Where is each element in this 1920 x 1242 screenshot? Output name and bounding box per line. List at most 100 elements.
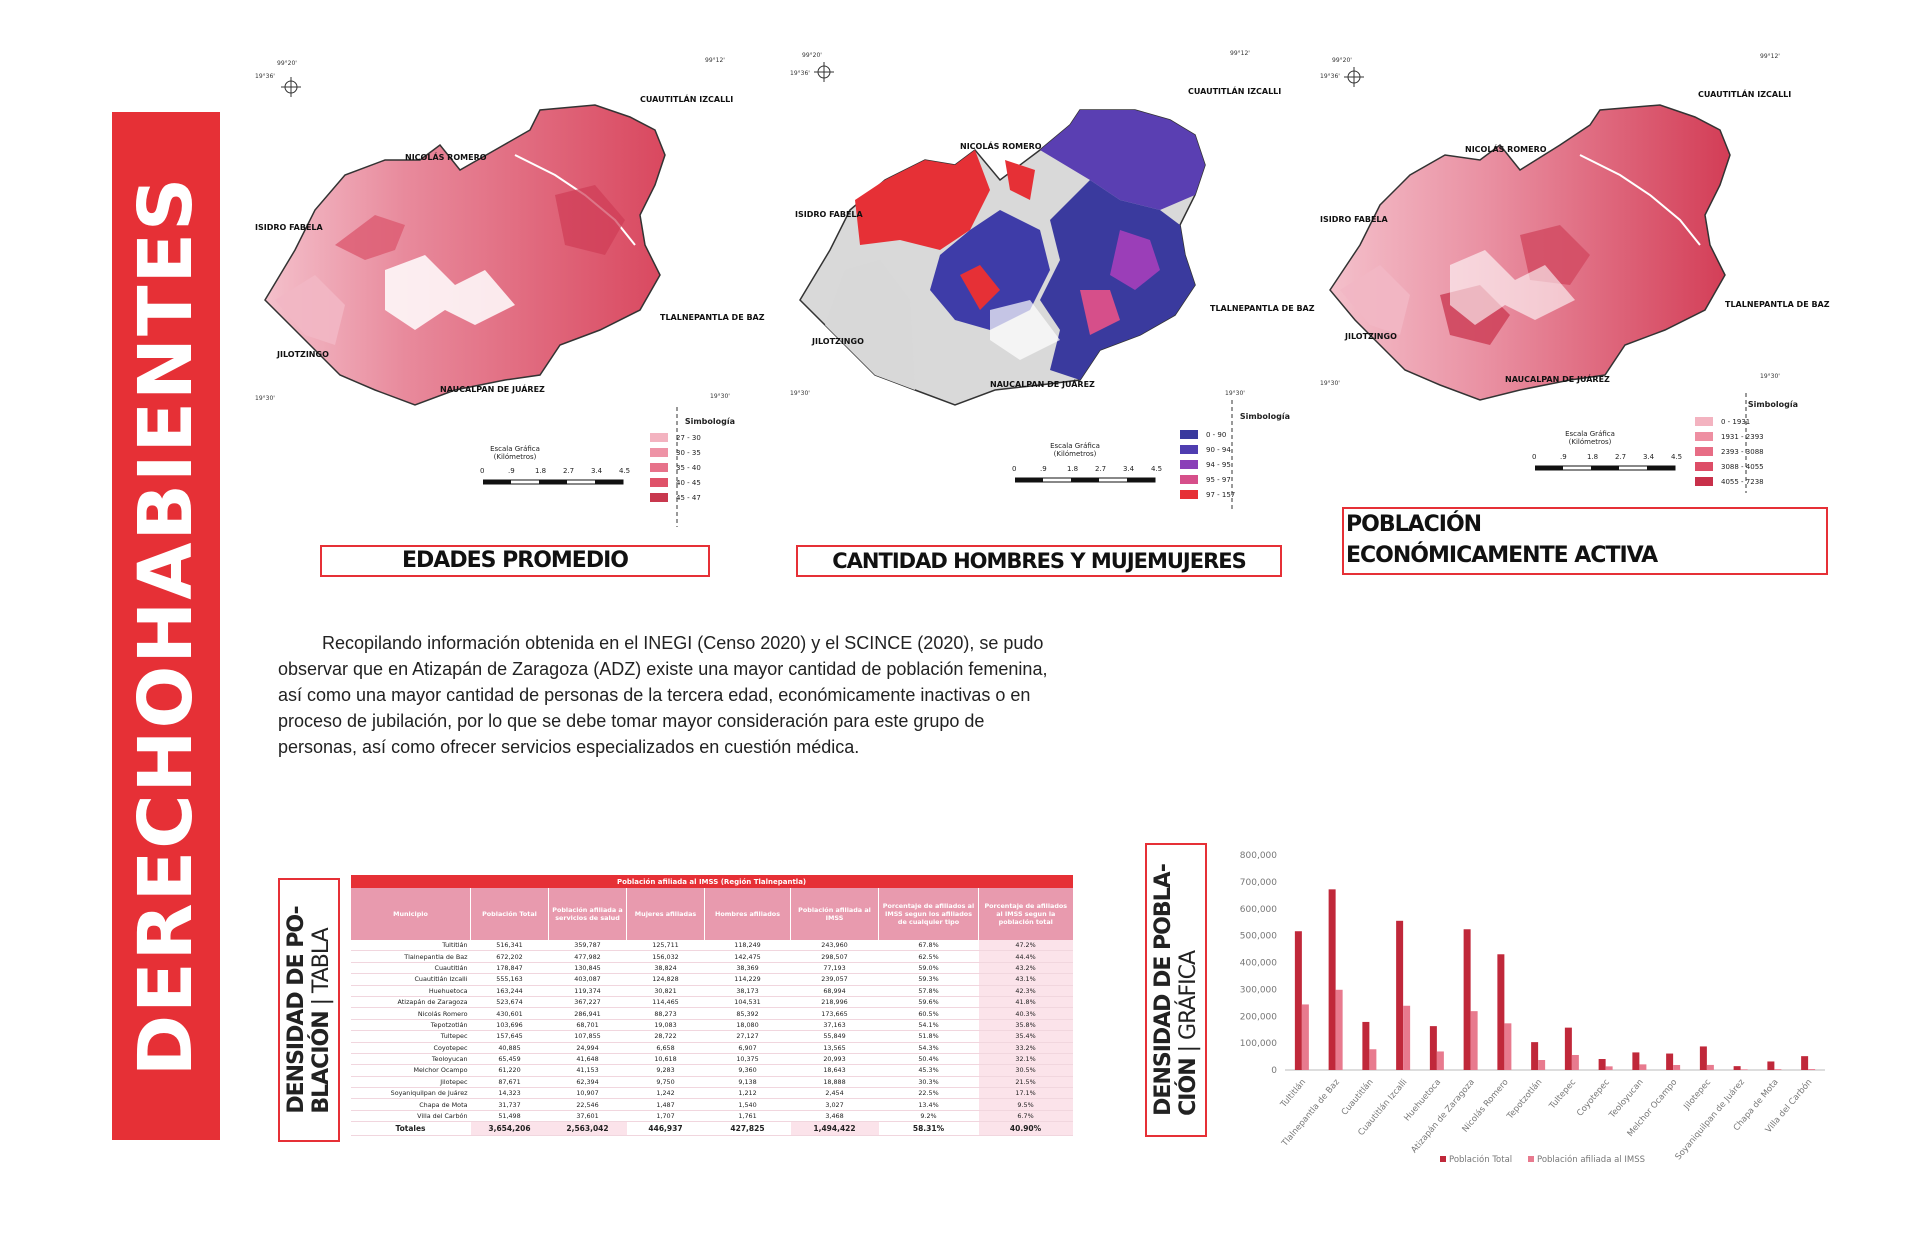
- map-title-line2: ECONÓMICAMENTE ACTIVA: [1346, 543, 1658, 568]
- table-cell: 38,824: [626, 962, 705, 975]
- table-cell: Melchor Ocampo: [350, 1064, 471, 1077]
- legend-swatch: [650, 493, 668, 502]
- table-cell: 35.8%: [978, 1019, 1073, 1032]
- table-cell: Chapa de Mota: [350, 1098, 471, 1111]
- bar-poblacion-total: [1328, 889, 1336, 1070]
- legend-divider: [676, 407, 678, 527]
- table-cell: Tlalnepantla de Baz: [350, 950, 471, 963]
- map-panel-edades: CUAUTITLÁN IZCALLI NICOLÁS ROMERO ISIDRO…: [255, 45, 765, 585]
- table-cell: Tultepec: [350, 1030, 471, 1043]
- x-tick-label: Tultitlán: [1278, 1078, 1308, 1111]
- table-cell: 67.8%: [878, 940, 979, 952]
- table-cell: Atizapán de Zaragoza: [350, 996, 471, 1009]
- table-cell: 218,996: [790, 996, 879, 1009]
- table-header: Porcentaje de afiliados al IMSS segun lo…: [878, 888, 979, 940]
- table-cell: 9.2%: [878, 1110, 979, 1123]
- legend-swatch: [1695, 462, 1713, 471]
- table-cell: 9,750: [626, 1076, 705, 1089]
- table-cell: 22,546: [548, 1098, 627, 1111]
- place-cuautitlan-izcalli: CUAUTITLÁN IZCALLI: [1698, 90, 1792, 99]
- legend-item: 0 - 1931: [1695, 417, 1750, 426]
- place-nicolas-romero: NICOLÁS ROMERO: [1465, 145, 1547, 154]
- bar-poblacion-total: [1598, 1059, 1606, 1070]
- table-cell: 40.3%: [978, 1007, 1073, 1020]
- table-cell: 6,658: [626, 1042, 705, 1054]
- coord-label: 99°20': [802, 52, 822, 59]
- legend-swatch: [1180, 430, 1198, 439]
- table-cell: 41,153: [548, 1064, 627, 1077]
- table-cell: 119,374: [548, 985, 627, 997]
- bar-poblacion-total: [1396, 920, 1404, 1070]
- place-naucalpan: NAUCALPAN DE JUÁREZ: [440, 385, 545, 394]
- table-cell: 54.3%: [878, 1042, 979, 1054]
- coord-label: 19°30': [255, 395, 275, 402]
- map-title-hombres-mujeres: CANTIDAD HOMBRES Y MUJEMUJERES: [796, 545, 1282, 577]
- coord-label: 19°36': [255, 73, 275, 80]
- legend-item: 0 - 90: [1180, 430, 1226, 439]
- table-cell: 68,994: [790, 985, 879, 997]
- y-tick-label: 100,000: [1240, 1039, 1277, 1049]
- table-total-cell: Totales: [350, 1121, 471, 1137]
- table-row: Melchor Ocampo 61,220 41,153 9,283 9,360 18,6…: [350, 1064, 1073, 1077]
- coord-label: 19°36': [1320, 73, 1340, 80]
- place-isidro-fabela: ISIDRO FABELA: [255, 223, 323, 232]
- table-cell: 672,202: [470, 950, 549, 963]
- table-cell: 30,821: [626, 985, 705, 997]
- coord-label: 19°30': [1225, 390, 1245, 397]
- page-title-bar: DERECHOHABIENTES: [112, 112, 220, 1140]
- legend-swatch: [650, 433, 668, 442]
- x-tick-label: Coyotepec: [1575, 1077, 1612, 1118]
- bar-poblacion-total: [1497, 954, 1505, 1070]
- table-cell: 27,127: [704, 1030, 791, 1043]
- table-cell: 6,907: [704, 1042, 791, 1054]
- table-cell: 43.2%: [978, 962, 1073, 975]
- table-cell: 61,220: [470, 1064, 549, 1077]
- table-cell: 87,671: [470, 1076, 549, 1089]
- table-row: Teoloyucan 65,459 41,648 10,618 10,375 20,993…: [350, 1053, 1073, 1066]
- table-total-cell: 427,825: [704, 1121, 791, 1137]
- bar-poblacion-imss: [1571, 1054, 1579, 1070]
- table-cell: 22.5%: [878, 1087, 979, 1100]
- table-cell: 45.3%: [878, 1064, 979, 1077]
- legend-swatch: [1180, 475, 1198, 484]
- y-tick-label: 500,000: [1240, 932, 1277, 942]
- table-row: Soyaniquilpan de Juárez 14,323 10,907 1,242…: [350, 1087, 1073, 1100]
- coord-label: 99°12': [705, 57, 725, 64]
- bar-poblacion-imss: [1706, 1064, 1714, 1070]
- table-header: Población afiliada al IMSS: [790, 888, 879, 940]
- table-cell: Nicolás Romero: [350, 1007, 471, 1020]
- place-isidro-fabela: ISIDRO FABELA: [1320, 215, 1388, 224]
- bar-poblacion-total: [1699, 1046, 1707, 1070]
- scale-label: Escala Gráfica (Kilómetros): [1565, 430, 1615, 446]
- bar-poblacion-imss: [1774, 1069, 1782, 1070]
- scale-label: Escala Gráfica (Kilómetros): [490, 445, 540, 461]
- map-hombres-mujeres-image: [799, 109, 1206, 406]
- table-cell: 59.6%: [878, 996, 979, 1009]
- table-cell: 24,994: [548, 1042, 627, 1054]
- legend-item: 3088 - 4055: [1695, 462, 1764, 471]
- table-header: Municipio: [350, 888, 471, 940]
- place-jilotzingo: JILOTZINGO: [277, 350, 329, 359]
- table-row: Tepotzotlán 103,696 68,701 19,083 18,080 37,1…: [350, 1019, 1073, 1032]
- table-row: Atizapán de Zaragoza 523,674 367,227 114,46…: [350, 996, 1073, 1009]
- x-tick-label: Atizapán de Zaragoza: [1409, 1078, 1476, 1156]
- table-cell: 243,960: [790, 940, 879, 952]
- table-cell: 2,454: [790, 1087, 879, 1100]
- table-row: Coyotepec 40,885 24,994 6,658 6,907 13,565 54.…: [350, 1042, 1073, 1054]
- table-cell: 1,212: [704, 1087, 791, 1100]
- table-cell: 103,696: [470, 1019, 549, 1032]
- table-cell: 239,057: [790, 973, 879, 986]
- table-cell: Teoloyucan: [350, 1053, 471, 1066]
- coord-label: 19°30': [790, 390, 810, 397]
- table-cell: 125,711: [626, 940, 705, 952]
- table-cell: 59.3%: [878, 973, 979, 986]
- table-cell: 42.3%: [978, 985, 1073, 997]
- table-cell: 51,498: [470, 1110, 549, 1123]
- table-cell: 13,565: [790, 1042, 879, 1054]
- table-cell: 32.1%: [978, 1053, 1073, 1066]
- table-cell: 1,540: [704, 1098, 791, 1111]
- table-cell: 37,601: [548, 1110, 627, 1123]
- table-cell: 114,465: [626, 996, 705, 1009]
- north-icon: [814, 62, 834, 82]
- table-cell: 28,722: [626, 1030, 705, 1043]
